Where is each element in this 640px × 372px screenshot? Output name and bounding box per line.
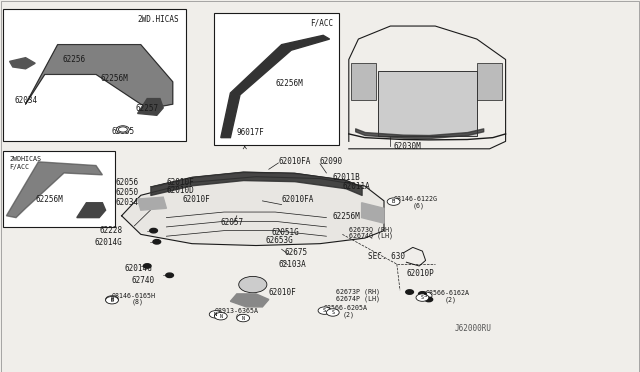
Text: 62103A: 62103A — [278, 260, 306, 269]
Polygon shape — [230, 294, 269, 307]
Text: 62010F: 62010F — [182, 195, 210, 203]
Circle shape — [214, 312, 227, 320]
Circle shape — [419, 292, 432, 299]
Text: 62256M: 62256M — [333, 212, 360, 221]
Polygon shape — [122, 177, 384, 246]
Text: 62014G: 62014G — [95, 238, 122, 247]
Polygon shape — [77, 203, 106, 218]
Text: B: B — [110, 297, 114, 302]
Text: F/ACC: F/ACC — [310, 19, 333, 28]
Text: 62673Q (RH): 62673Q (RH) — [349, 227, 393, 233]
Text: 2WDHICAS
F/ACC: 2WDHICAS F/ACC — [10, 156, 42, 170]
Text: 62256M: 62256M — [100, 74, 128, 83]
Circle shape — [153, 240, 161, 244]
Circle shape — [239, 276, 267, 293]
Text: 62010F: 62010F — [166, 178, 194, 187]
Circle shape — [318, 307, 331, 314]
Text: 62090: 62090 — [320, 157, 343, 166]
Text: S: S — [421, 295, 424, 300]
Bar — [3, 9, 186, 141]
Text: 62674P (LH): 62674P (LH) — [336, 295, 380, 302]
Circle shape — [419, 292, 426, 296]
Text: 96017F: 96017F — [237, 128, 264, 137]
Text: 08913-6365A: 08913-6365A — [214, 308, 259, 314]
Text: 62256: 62256 — [62, 55, 85, 64]
Text: (8): (8) — [131, 299, 143, 305]
Text: S: S — [332, 310, 334, 315]
Text: 62034: 62034 — [115, 198, 138, 207]
Polygon shape — [6, 162, 102, 218]
Text: 62256M: 62256M — [35, 195, 63, 203]
Text: N: N — [214, 312, 218, 317]
Text: 08146-6165H: 08146-6165H — [112, 293, 156, 299]
Text: 2WD.HICAS: 2WD.HICAS — [138, 15, 179, 24]
Circle shape — [166, 273, 173, 278]
Text: 62056: 62056 — [115, 178, 138, 187]
Polygon shape — [26, 45, 173, 108]
Text: 62035: 62035 — [112, 127, 135, 136]
Circle shape — [106, 296, 118, 303]
Text: (6): (6) — [413, 202, 425, 209]
Bar — [3, 151, 115, 227]
Text: B: B — [111, 298, 113, 303]
Polygon shape — [362, 203, 384, 223]
Circle shape — [416, 294, 429, 301]
Text: 62051G: 62051G — [272, 228, 300, 237]
Circle shape — [209, 311, 222, 318]
Text: 62010P: 62010P — [406, 269, 434, 278]
Text: 62010F: 62010F — [269, 288, 296, 296]
Text: 62030M: 62030M — [394, 142, 421, 151]
Circle shape — [237, 314, 250, 322]
Bar — [378, 71, 477, 136]
Text: 62257: 62257 — [136, 104, 159, 113]
Polygon shape — [138, 197, 166, 210]
Polygon shape — [221, 35, 330, 138]
Text: 62010FA: 62010FA — [282, 195, 314, 203]
Text: 62653G: 62653G — [266, 236, 293, 245]
Text: 62057: 62057 — [221, 218, 244, 227]
Circle shape — [326, 309, 339, 316]
Text: B: B — [392, 199, 396, 204]
Text: 62740: 62740 — [131, 276, 154, 285]
Text: 62228: 62228 — [99, 226, 122, 235]
Text: S: S — [323, 308, 326, 313]
Text: 62050: 62050 — [115, 188, 138, 197]
Circle shape — [116, 126, 129, 133]
Circle shape — [425, 297, 433, 302]
Polygon shape — [138, 99, 163, 115]
Text: 08146-6122G: 08146-6122G — [394, 196, 438, 202]
Text: 62675: 62675 — [285, 248, 308, 257]
Text: 62034: 62034 — [14, 96, 37, 105]
Text: 62011A: 62011A — [342, 182, 370, 191]
Circle shape — [118, 127, 127, 132]
Text: SEC. 630: SEC. 630 — [368, 252, 405, 261]
Circle shape — [106, 296, 118, 304]
Polygon shape — [10, 58, 35, 69]
Text: 62014G: 62014G — [125, 264, 152, 273]
Text: 62674Q (LH): 62674Q (LH) — [349, 233, 393, 240]
Circle shape — [143, 264, 151, 268]
Text: N: N — [242, 315, 244, 321]
Text: 62010D: 62010D — [166, 186, 194, 195]
Text: S: S — [424, 293, 428, 298]
Bar — [477, 63, 502, 100]
Text: 62035: 62035 — [240, 298, 263, 307]
Text: 08566-6205A: 08566-6205A — [323, 305, 367, 311]
Circle shape — [406, 290, 413, 294]
Text: 62256M: 62256M — [275, 79, 303, 88]
Text: (2): (2) — [342, 311, 355, 318]
Bar — [351, 63, 376, 100]
Text: 62011B: 62011B — [333, 173, 360, 182]
Text: N: N — [220, 314, 222, 319]
Text: 62673P (RH): 62673P (RH) — [336, 289, 380, 295]
Circle shape — [387, 198, 400, 205]
Text: (2): (2) — [445, 296, 457, 303]
Bar — [214, 13, 339, 145]
Circle shape — [150, 228, 157, 233]
Text: (6): (6) — [235, 314, 247, 320]
Text: 62010FA: 62010FA — [278, 157, 311, 166]
Text: 08566-6162A: 08566-6162A — [426, 290, 470, 296]
Text: J62000RU: J62000RU — [454, 324, 492, 333]
